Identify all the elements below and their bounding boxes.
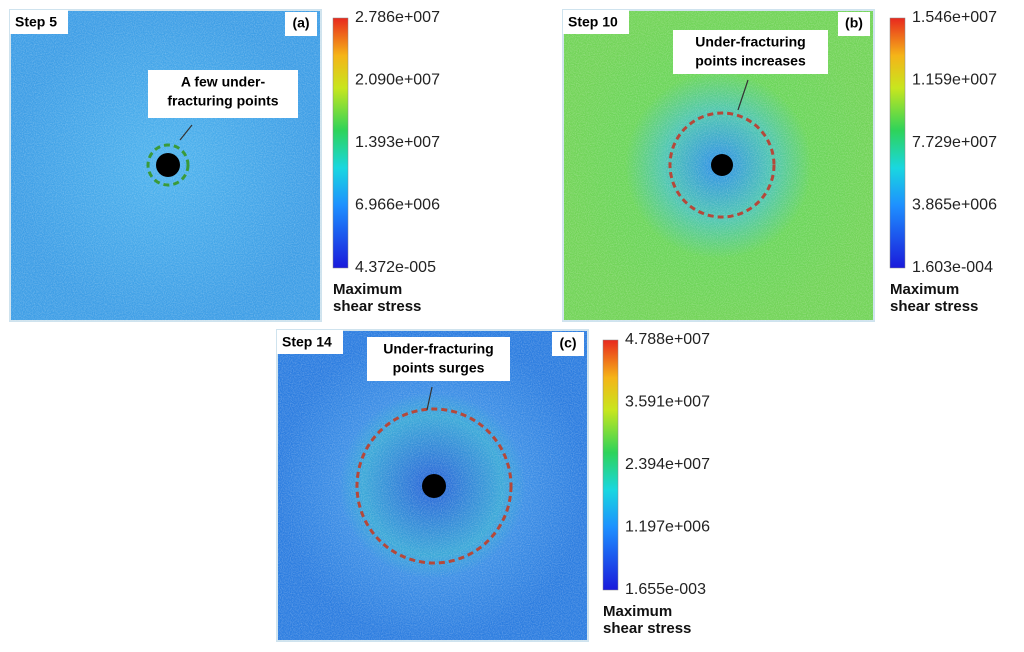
colorbar <box>332 17 349 269</box>
annotation-box <box>673 30 828 74</box>
colorbar-title: Maximum <box>333 281 402 298</box>
colorbar-label: 3.865e+006 <box>912 197 997 214</box>
annotation-text: points increases <box>695 53 806 69</box>
colorbar-label: 2.090e+007 <box>355 72 440 89</box>
annotation-text: A few under- <box>181 74 266 90</box>
colorbar-label: 1.655e-003 <box>625 581 706 598</box>
panel-letter-box <box>552 332 584 356</box>
colorbar <box>889 17 906 269</box>
colorbar-label: 1.603e-004 <box>912 259 993 276</box>
colorbar-title: shear stress <box>333 298 421 315</box>
panel-letter-box <box>285 12 317 36</box>
colorbar-label: 1.546e+007 <box>912 9 997 26</box>
colorbar-label: 2.786e+007 <box>355 9 440 26</box>
colorbar-label: 1.393e+007 <box>355 134 440 151</box>
step-label-box <box>10 10 68 34</box>
borehole <box>156 153 180 177</box>
borehole <box>422 474 446 498</box>
annotation-text: points surges <box>393 360 485 376</box>
step-label-box <box>277 330 343 354</box>
annotation-text: Under-fracturing <box>383 341 493 357</box>
annotation-text: Under-fracturing <box>695 34 805 50</box>
colorbar-label: 3.591e+007 <box>625 394 710 411</box>
annotation-box <box>367 337 510 381</box>
colorbar-label: 6.966e+006 <box>355 197 440 214</box>
colorbar-label: 1.197e+006 <box>625 519 710 536</box>
panel-letter: (c) <box>559 335 576 351</box>
step-label: Step 14 <box>282 334 332 350</box>
colorbar-label: 4.372e-005 <box>355 259 436 276</box>
colorbar-title: shear stress <box>890 298 978 315</box>
annotation-text: fracturing points <box>167 93 278 109</box>
panel-letter: (b) <box>845 15 863 31</box>
under-fracture-zone <box>668 111 776 219</box>
colorbar-title: Maximum <box>603 603 672 620</box>
colorbar-label: 7.729e+007 <box>912 134 997 151</box>
panel-letter: (a) <box>292 15 309 31</box>
colorbar-label: 2.394e+007 <box>625 456 710 473</box>
colorbar-label: 1.159e+007 <box>912 72 997 89</box>
leader-line <box>737 79 749 111</box>
step-label: Step 5 <box>15 14 57 30</box>
annotation-box <box>148 70 298 118</box>
colorbar-title: Maximum <box>890 281 959 298</box>
panel: Step 5 (a) A few under-fracturing points <box>9 9 322 322</box>
under-fracture-zone <box>146 143 190 187</box>
step-label-box <box>563 10 629 34</box>
colorbar <box>602 339 619 591</box>
step-label: Step 10 <box>568 14 618 30</box>
panel: Step 10 (b) Under-fracturing points increas… <box>562 9 875 322</box>
borehole <box>711 154 733 176</box>
colorbar-label: 4.788e+007 <box>625 331 710 348</box>
colorbar-title: shear stress <box>603 620 691 637</box>
panel: Step 14 (c) Under-fracturing points surges <box>276 329 589 642</box>
under-fracture-zone <box>355 407 513 565</box>
leader-line <box>179 124 193 141</box>
leader-line <box>426 386 433 411</box>
panel-letter-box <box>838 12 870 36</box>
